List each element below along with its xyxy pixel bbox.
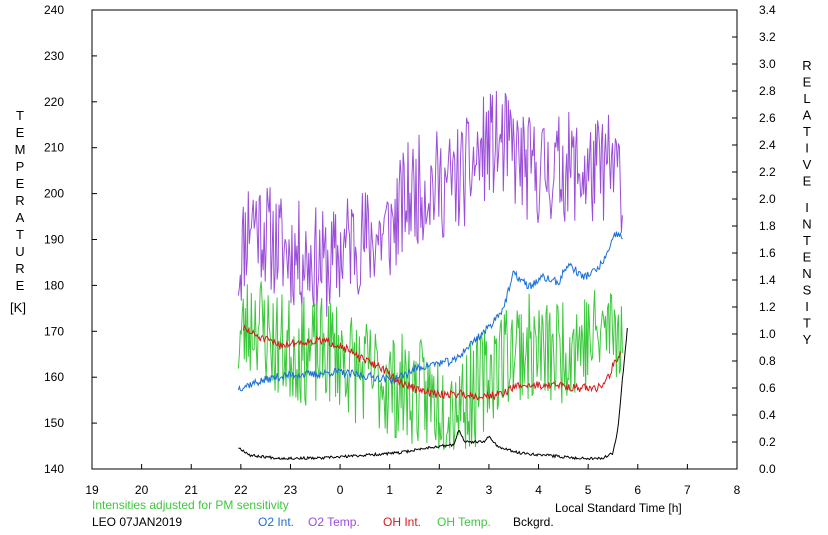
x-tick-label: 4: [535, 483, 542, 497]
legend: O2 Int. O2 Temp. OH Int. OH Temp. Bckgrd.: [258, 515, 554, 529]
right-tick-label: 0.6: [759, 381, 776, 395]
right-axis-letter: A: [803, 108, 812, 123]
left-axis-letter: E: [16, 278, 25, 293]
left-axis-letter: A: [16, 210, 25, 225]
series-line: [237, 231, 623, 392]
right-axis-letter: S: [803, 283, 812, 298]
right-axis-letter: V: [803, 157, 812, 172]
sensitivity-note: Intensities adjusted for PM sensitivity: [92, 498, 289, 512]
x-tick-label: 0: [337, 483, 344, 497]
series-line: [242, 324, 621, 401]
right-tick-label: 2.2: [759, 165, 776, 179]
right-tick-label: 1.0: [759, 327, 776, 341]
legend-item: O2 Temp.: [308, 515, 360, 529]
x-tick-label: 7: [684, 483, 691, 497]
right-tick-label: 2.8: [759, 84, 776, 98]
left-tick-label: 170: [44, 324, 64, 338]
left-axis-letter: U: [15, 244, 24, 259]
legend-item: Bckgrd.: [513, 515, 554, 529]
right-axis-letter: I: [805, 141, 809, 156]
left-axis-letter: R: [15, 193, 24, 208]
right-tick-label: 1.4: [759, 273, 776, 287]
left-tick-label: 230: [44, 49, 64, 63]
x-axis: 19 20 21 22 23 0 1 2 3 4 5 6 7 8: [85, 464, 741, 497]
x-tick-label: 6: [634, 483, 641, 497]
x-tick-label: 21: [185, 483, 199, 497]
x-tick-label: 20: [135, 483, 149, 497]
right-axis-letter: R: [802, 58, 811, 73]
left-axis-letter: R: [15, 261, 24, 276]
right-axis-letter: Y: [803, 332, 812, 347]
x-tick-label: 2: [436, 483, 443, 497]
right-axis-letter: E: [803, 75, 812, 90]
x-tick-label: 5: [585, 483, 592, 497]
right-tick-label: 0.2: [759, 435, 776, 449]
right-axis-letter: T: [803, 233, 811, 248]
x-tick-label: 1: [386, 483, 393, 497]
left-axis-letter: T: [16, 108, 24, 123]
left-tick-label: 220: [44, 95, 64, 109]
x-tick-label: 22: [234, 483, 248, 497]
x-tick-label: 19: [85, 483, 99, 497]
left-axis: 140 150 160 170 180 190 200 210 220 230 240: [44, 3, 97, 476]
left-tick-label: 150: [44, 416, 64, 430]
series-line: [237, 90, 623, 317]
left-axis-letter: E: [16, 176, 25, 191]
right-tick-label: 3.0: [759, 57, 776, 71]
legend-item: OH Temp.: [437, 515, 491, 529]
right-tick-label: 0.0: [759, 462, 776, 476]
left-axis-letter: P: [16, 159, 25, 174]
right-axis-letter: I: [805, 299, 809, 314]
right-axis-letter: N: [802, 266, 811, 281]
left-tick-label: 140: [44, 462, 64, 476]
right-tick-label: 2.0: [759, 192, 776, 206]
right-axis-letter: L: [803, 91, 810, 106]
legend-item: OH Int.: [383, 515, 421, 529]
left-tick-label: 200: [44, 187, 64, 201]
right-tick-label: 2.6: [759, 111, 776, 125]
left-tick-label: 210: [44, 141, 64, 155]
left-axis-letter: T: [16, 227, 24, 242]
x-tick-label: 3: [486, 483, 493, 497]
right-axis: 0.0 0.2 0.4 0.6 0.8 1.0 1.2 1.4 1.6 1.8 2.0 2.2 2.4 2…: [732, 3, 776, 476]
left-tick-label: 240: [44, 3, 64, 17]
right-axis-letter: T: [803, 316, 811, 331]
legend-item: O2 Int.: [258, 515, 294, 529]
right-axis-letter: T: [803, 124, 811, 139]
right-axis-letter: I: [805, 200, 809, 215]
right-tick-label: 0.8: [759, 354, 776, 368]
right-tick-label: 1.2: [759, 300, 776, 314]
left-tick-label: 160: [44, 370, 64, 384]
right-tick-label: 1.8: [759, 219, 776, 233]
right-tick-label: 0.4: [759, 408, 776, 422]
right-axis-letter: E: [803, 250, 812, 265]
right-tick-label: 1.6: [759, 246, 776, 260]
series-layer: [237, 90, 628, 461]
x-axis-label: Local Standard Time [h]: [555, 501, 682, 515]
right-tick-label: 3.4: [759, 3, 776, 17]
right-axis-letter: N: [802, 217, 811, 232]
x-tick-label: 8: [734, 483, 741, 497]
left-axis-letter: M: [15, 142, 26, 157]
left-axis-unit: [K]: [10, 300, 26, 315]
right-axis-letter: E: [803, 174, 812, 189]
right-tick-label: 3.2: [759, 30, 776, 44]
left-tick-label: 180: [44, 278, 64, 292]
left-tick-label: 190: [44, 233, 64, 247]
x-tick-label: 23: [284, 483, 298, 497]
right-tick-label: 2.4: [759, 138, 776, 152]
plot-area: [91, 9, 738, 470]
left-axis-letter: E: [16, 125, 25, 140]
station-label: LEO 07JAN2019: [92, 515, 182, 529]
series-line: [238, 327, 628, 461]
